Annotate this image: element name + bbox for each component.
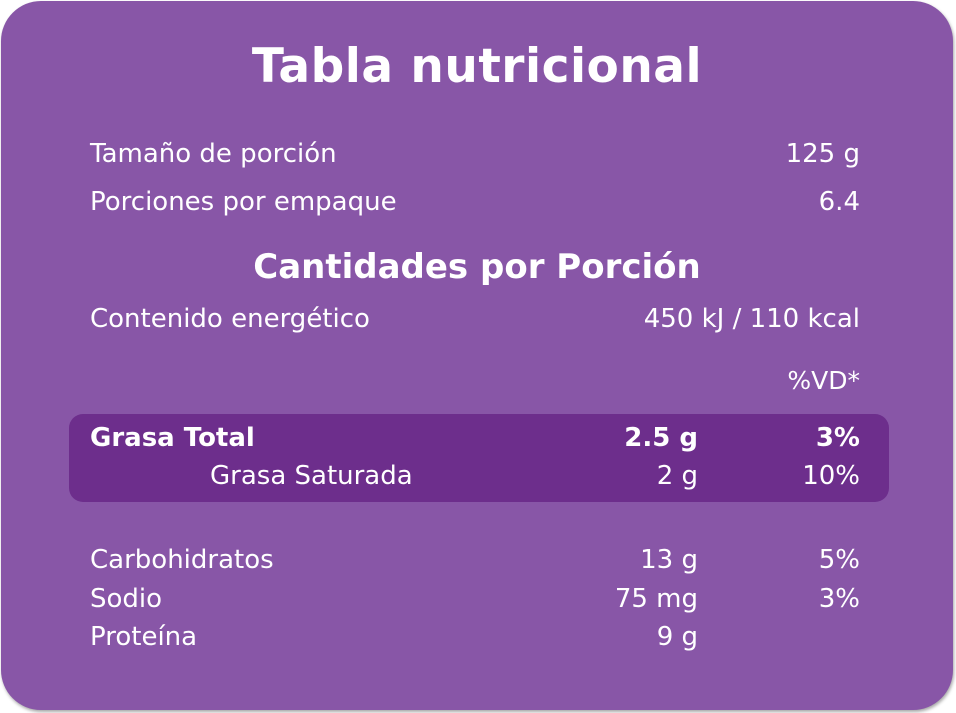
energy-row: Contenido energético 450 kJ / 110 kcal	[90, 301, 860, 337]
sodium-label: Sodio	[90, 584, 163, 614]
protein-label: Proteína	[90, 622, 198, 652]
table-title: Tabla nutricional	[251, 39, 703, 94]
energy-label: Contenido energético	[90, 304, 370, 334]
protein-row: Proteína 9 g	[90, 619, 860, 655]
sodium-percent: 3%	[818, 584, 860, 614]
serving-size-value: 125 g	[785, 139, 860, 169]
carbohydrates-label: Carbohidratos	[90, 545, 274, 575]
total-fat-row: Grasa Total 2.5 g 3%	[90, 420, 860, 456]
saturated-fat-label: Grasa Saturada	[210, 461, 413, 491]
sodium-amount: 75 mg	[614, 584, 698, 614]
serving-size-label: Tamaño de porción	[90, 139, 337, 169]
carbohydrates-amount: 13 g	[640, 545, 698, 575]
carbohydrates-percent: 5%	[818, 545, 860, 575]
sodium-row: Sodio 75 mg 3%	[90, 581, 860, 617]
total-fat-amount: 2.5 g	[624, 423, 698, 453]
servings-per-package-value: 6.4	[818, 187, 860, 217]
saturated-fat-row: Grasa Saturada 2 g 10%	[90, 458, 860, 494]
protein-amount: 9 g	[656, 622, 698, 652]
servings-per-package-row: Porciones por empaque 6.4	[90, 184, 860, 220]
saturated-fat-percent: 10%	[802, 461, 860, 491]
servings-per-package-label: Porciones por empaque	[90, 187, 397, 217]
fat-highlight-box	[69, 414, 889, 502]
energy-value: 450 kJ / 110 kcal	[643, 304, 860, 334]
daily-value-header: %VD*	[787, 366, 860, 395]
carbohydrates-row: Carbohidratos 13 g 5%	[90, 542, 860, 578]
serving-size-row: Tamaño de porción 125 g	[90, 136, 860, 172]
saturated-fat-amount: 2 g	[656, 461, 698, 491]
total-fat-label: Grasa Total	[90, 423, 255, 453]
total-fat-percent: 3%	[815, 423, 860, 453]
amounts-heading: Cantidades por Porción	[253, 247, 701, 287]
